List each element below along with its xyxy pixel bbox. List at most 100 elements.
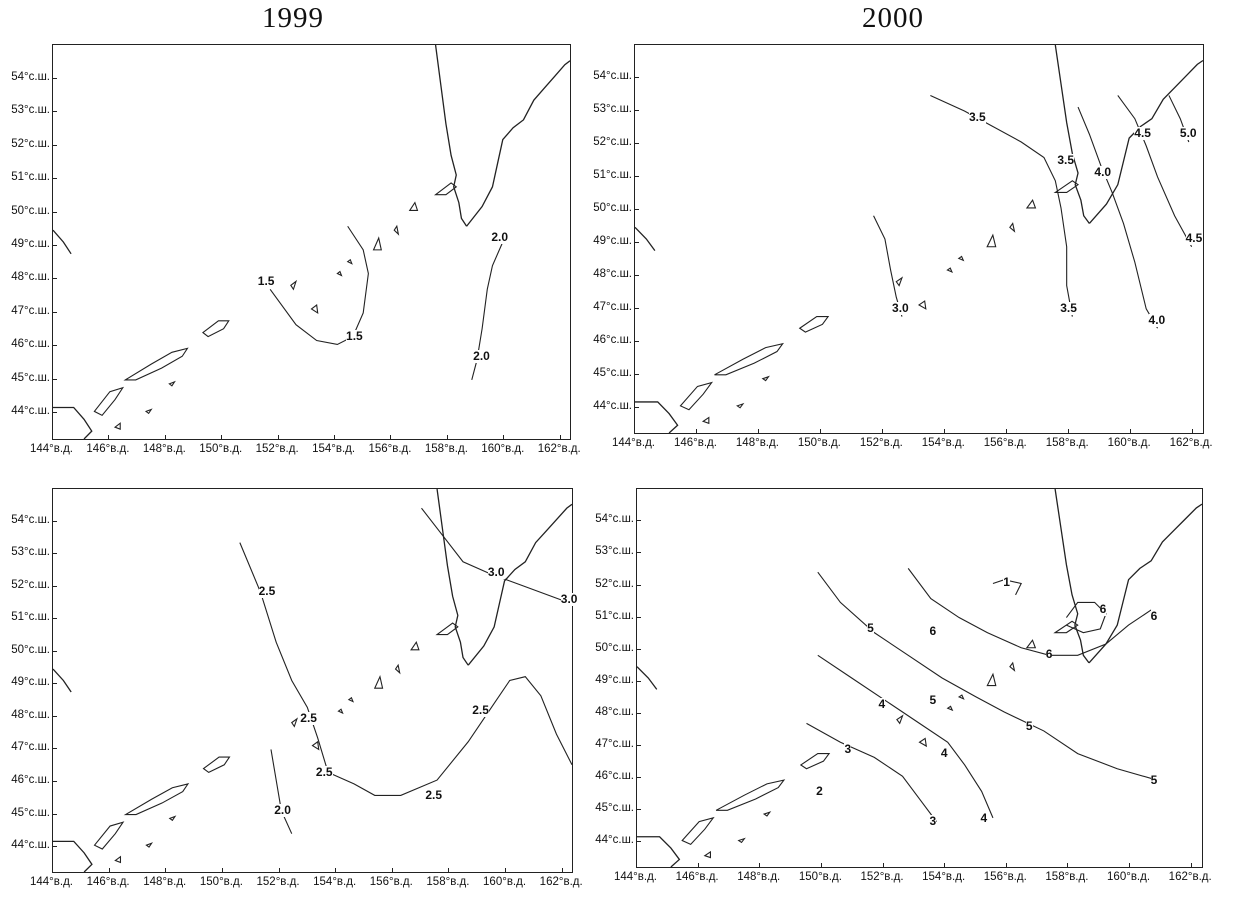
longitude-tick xyxy=(52,435,53,440)
longitude-label: 152°в.д. xyxy=(256,876,300,888)
map-frame: 3.5 3.5 3.5 4.0 4.0 4.5 4.5 5.0 3.0 xyxy=(634,44,1204,434)
longitude-label: 146°в.д. xyxy=(86,443,130,455)
longitude-label: 156°в.д. xyxy=(368,443,412,455)
kuril-island xyxy=(313,742,319,750)
longitude-tick xyxy=(165,868,167,873)
longitude-tick xyxy=(108,868,110,873)
latitude-tick xyxy=(52,780,57,782)
kuril-island xyxy=(1055,621,1078,632)
isoline xyxy=(1078,107,1158,328)
latitude-tick xyxy=(636,584,641,586)
kuril-island xyxy=(115,857,120,863)
kuril-island xyxy=(1010,663,1015,671)
kuril-island xyxy=(292,719,297,727)
latitude-label: 44°с.ш. xyxy=(11,405,50,418)
isoline-label: 4.5 xyxy=(1134,125,1151,140)
latitude-label: 47°с.ш. xyxy=(593,300,632,313)
longitude-tick xyxy=(1005,429,1007,434)
latitude-label: 49°с.ш. xyxy=(595,673,634,686)
longitude-label: 144°в.д. xyxy=(612,437,655,449)
kuril-island xyxy=(715,344,783,375)
longitude-label: 150°в.д. xyxy=(797,437,841,449)
kuril-island xyxy=(125,348,187,380)
kuril-island xyxy=(920,738,927,746)
kuril-island xyxy=(204,757,230,772)
year-title-2000: 2000 xyxy=(862,2,924,34)
kuril-island xyxy=(115,423,120,429)
latitude-tick xyxy=(52,244,57,246)
isoline-label: 4.0 xyxy=(1094,164,1112,179)
latitude-label: 51°с.ш. xyxy=(595,609,634,622)
kuril-island xyxy=(987,235,996,247)
kuril-island xyxy=(338,709,342,713)
kuril-island xyxy=(436,183,457,195)
latitude-tick xyxy=(52,618,57,620)
longitude-label: 162°в.д. xyxy=(1169,437,1213,449)
isoline-label: 4.0 xyxy=(1148,312,1166,327)
longitude-tick xyxy=(697,863,699,868)
isoline xyxy=(930,95,1072,316)
latitude-label: 53°с.ш. xyxy=(593,103,632,116)
map-frame: 1 6 6 6 6 5 5 5 5 4 4 4 3 3 2 xyxy=(636,488,1203,868)
kuril-island xyxy=(897,716,903,724)
map-canvas xyxy=(635,45,1203,433)
longitude-tick xyxy=(390,435,392,440)
latitude-tick xyxy=(634,373,639,375)
latitude-label: 45°с.ш. xyxy=(11,371,50,384)
kuril-island xyxy=(947,268,952,272)
latitude-tick xyxy=(636,841,641,843)
longitude-tick xyxy=(334,435,336,440)
longitude-label: 160°в.д. xyxy=(1107,437,1151,449)
sakhalin-coastline xyxy=(53,230,71,254)
latitude-tick xyxy=(52,553,57,555)
isoline-label: 3.0 xyxy=(487,564,505,579)
kuril-island xyxy=(312,305,318,313)
isoline-label: 2.5 xyxy=(258,583,276,598)
longitude-tick xyxy=(820,863,822,868)
longitude-label: 154°в.д. xyxy=(922,871,966,883)
longitude-label: 162°в.д. xyxy=(1168,871,1212,883)
longitude-label: 156°в.д. xyxy=(983,437,1027,449)
kuril-island xyxy=(349,698,353,702)
latitude-label: 50°с.ш. xyxy=(11,643,50,656)
kuril-island xyxy=(1010,223,1015,231)
year-title-1999: 1999 xyxy=(262,2,324,34)
latitude-tick xyxy=(636,745,641,747)
longitude-label: 150°в.д. xyxy=(199,443,243,455)
kuril-island xyxy=(737,404,743,408)
longitude-tick xyxy=(634,429,635,434)
latitude-tick xyxy=(52,715,57,717)
longitude-tick xyxy=(943,429,945,434)
latitude-tick xyxy=(52,813,57,815)
longitude-label: 160°в.д. xyxy=(1107,871,1151,883)
latitude-tick xyxy=(636,552,641,554)
longitude-tick xyxy=(278,868,280,873)
longitude-tick xyxy=(164,435,166,440)
isoline-label: 6 xyxy=(1099,601,1107,616)
map-canvas xyxy=(53,45,570,439)
latitude-label: 52°с.ш. xyxy=(593,136,632,149)
latitude-label: 47°с.ш. xyxy=(595,738,634,751)
latitude-label: 45°с.ш. xyxy=(593,366,632,379)
kuril-island xyxy=(739,839,745,843)
kuril-island xyxy=(801,754,829,769)
kuril-island xyxy=(959,695,964,699)
latitude-tick xyxy=(52,345,57,347)
isoline-label: 1.5 xyxy=(257,273,275,288)
longitude-label: 146°в.д. xyxy=(675,871,719,883)
kuril-island xyxy=(126,784,188,815)
latitude-tick xyxy=(634,406,639,408)
isoline xyxy=(993,580,1021,595)
latitude-label: 52°с.ш. xyxy=(595,577,634,590)
kuril-island xyxy=(95,822,124,849)
latitude-tick xyxy=(52,585,57,587)
latitude-tick xyxy=(634,176,639,177)
latitude-tick xyxy=(636,616,641,618)
longitude-label: 148°в.д. xyxy=(735,437,779,449)
longitude-tick xyxy=(757,429,759,434)
kuril-island xyxy=(394,226,398,234)
kamchatka-west-coastline xyxy=(437,489,468,665)
kuril-island xyxy=(410,203,418,211)
longitude-tick xyxy=(1191,429,1193,434)
isoline-label: 2.5 xyxy=(300,711,317,725)
